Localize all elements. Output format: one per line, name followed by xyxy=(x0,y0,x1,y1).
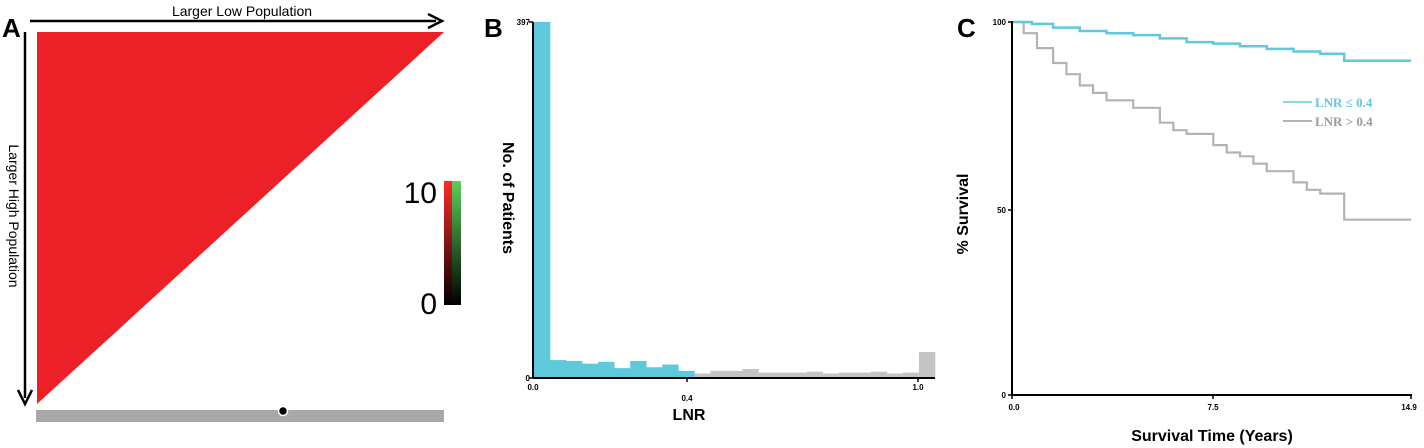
slider-handle[interactable] xyxy=(277,405,289,417)
b-x-tick-10: 1.0 xyxy=(912,383,924,392)
histogram-bar xyxy=(678,370,695,378)
b-tick-marks xyxy=(529,21,919,382)
legend-label-lnr-high: LNR > 0.4 xyxy=(1315,114,1373,129)
series-line-lnr-high xyxy=(1013,20,1411,221)
histogram-bar xyxy=(726,370,743,378)
c-x-tick-0: 0.0 xyxy=(1008,403,1020,412)
histogram-bar xyxy=(742,369,759,378)
b-x-axis-title: LNR xyxy=(673,407,706,424)
histogram-bar xyxy=(806,371,824,378)
b-x-tick-04: 0.4 xyxy=(681,394,693,403)
b-y-tick-max: 397 xyxy=(517,18,531,27)
panel-a-letter: A xyxy=(2,13,21,43)
histogram-bar xyxy=(758,372,775,378)
histogram-bar xyxy=(918,351,936,378)
left-arrow xyxy=(16,32,34,407)
histogram-bar xyxy=(710,370,727,378)
histogram-bar xyxy=(534,22,551,378)
c-x-tick-149: 14.9 xyxy=(1401,403,1417,412)
histogram-bar xyxy=(550,360,567,378)
c-y-tick-0: 0 xyxy=(1002,391,1007,400)
series-line-lnr-low xyxy=(1013,20,1411,63)
colorbar-min-label: 0 xyxy=(420,288,437,321)
histogram-bar xyxy=(774,372,791,378)
c-y-tick-100: 100 xyxy=(993,18,1007,27)
histogram-bar xyxy=(630,360,647,378)
b-x-tick-0: 0.0 xyxy=(527,383,539,392)
panel-c: C 100 50 0 0.0 7.5 14.9 Survival Time (Y… xyxy=(955,13,1417,445)
histogram-bar xyxy=(598,361,615,378)
histogram-bar xyxy=(870,371,888,378)
histogram-bar xyxy=(854,372,872,378)
top-arrow-label: Larger Low Population xyxy=(172,3,312,19)
c-x-tick-75: 7.5 xyxy=(1207,403,1219,412)
legend-label-lnr-low: LNR ≤ 0.4 xyxy=(1315,95,1373,110)
panel-b-letter: B xyxy=(484,13,503,43)
b-y-tick-zero: 0 xyxy=(526,374,531,383)
left-arrow-label: Larger High Population xyxy=(6,144,22,287)
legend: LNR ≤ 0.4 LNR > 0.4 xyxy=(1283,95,1373,129)
c-y-tick-50: 50 xyxy=(997,206,1006,215)
heatmap-triangle xyxy=(37,32,444,404)
panel-a: A Larger Low Population Larger High Popu… xyxy=(2,3,461,422)
histogram-bar xyxy=(838,372,856,378)
histogram-bar xyxy=(646,367,663,378)
histogram-bar xyxy=(662,364,679,378)
colorbar-max-label: 10 xyxy=(404,177,437,210)
top-arrow xyxy=(30,12,445,30)
histogram-bar xyxy=(822,373,840,378)
c-tick-marks xyxy=(1008,21,1412,399)
b-y-axis-title: No. of Patients xyxy=(499,142,516,254)
histogram-bar xyxy=(694,373,711,378)
c-y-axis-title: % Survival xyxy=(955,174,972,255)
histogram-bar xyxy=(790,372,807,378)
histogram-bar xyxy=(566,360,583,378)
histogram-bar xyxy=(582,363,599,378)
histogram-bars xyxy=(534,22,936,378)
histogram-bar xyxy=(614,368,631,378)
histogram-bar xyxy=(902,372,920,378)
c-x-axis-title: Survival Time (Years) xyxy=(1131,428,1293,445)
histogram-bar xyxy=(886,373,904,378)
panel-b: B 397 0 0.0 0.4 1.0 LNR No. of Patients xyxy=(484,13,936,424)
colorbar xyxy=(444,181,461,305)
panel-c-letter: C xyxy=(957,13,976,43)
slider-track[interactable] xyxy=(36,410,444,422)
